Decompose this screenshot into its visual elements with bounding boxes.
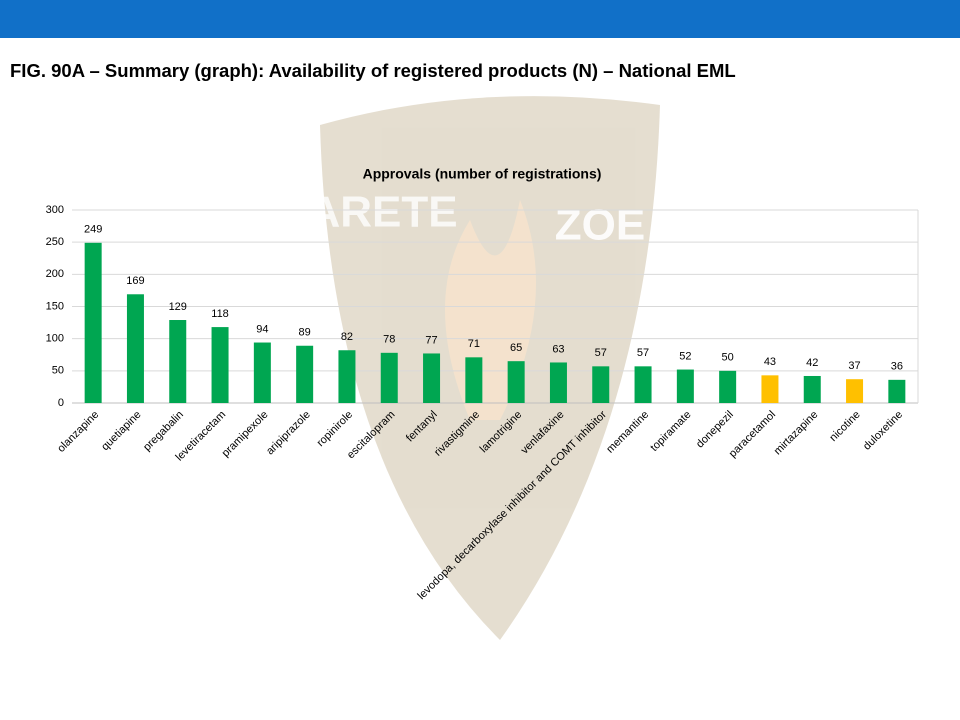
y-tick-label: 200 <box>46 268 64 280</box>
bar <box>338 350 356 403</box>
data-label: 118 <box>211 308 229 320</box>
y-tick-label: 300 <box>46 204 64 216</box>
bar <box>423 353 441 403</box>
data-label: 94 <box>256 323 268 335</box>
x-tick-label: olanzapine <box>55 409 101 455</box>
bar <box>676 369 694 403</box>
data-label: 169 <box>126 275 144 287</box>
data-label: 50 <box>722 352 734 364</box>
bar <box>253 342 271 403</box>
bar <box>761 375 779 403</box>
bar <box>507 361 525 403</box>
y-tick-label: 50 <box>52 365 64 377</box>
data-label: 37 <box>848 360 860 372</box>
data-label: 129 <box>169 301 187 313</box>
slide-title: FIG. 90A – Summary (graph): Availability… <box>10 60 736 81</box>
bar <box>549 362 567 403</box>
data-label: 63 <box>552 343 564 355</box>
data-label: 57 <box>595 347 607 359</box>
watermark-text: ZOE <box>555 201 645 250</box>
bar <box>211 327 229 403</box>
bar <box>592 366 610 403</box>
bar <box>84 242 102 403</box>
y-tick-label: 0 <box>58 397 64 409</box>
shield <box>320 96 660 641</box>
y-tick-label: 150 <box>46 300 64 312</box>
data-label: 249 <box>84 224 102 236</box>
x-tick-label: aripiprazole <box>264 409 313 458</box>
bar <box>380 352 398 403</box>
x-tick-label: quetiapine <box>99 409 143 453</box>
data-label: 42 <box>806 357 818 369</box>
x-tick-label: duloxetine <box>861 409 905 453</box>
data-label: 57 <box>637 347 649 359</box>
data-label: 82 <box>341 331 353 343</box>
x-tick-label: pregabalin <box>141 409 186 454</box>
bar <box>169 320 187 403</box>
bar <box>846 379 864 403</box>
x-tick-label: memantine <box>604 409 651 456</box>
data-label: 52 <box>679 350 691 362</box>
x-tick-label: topiramate <box>648 409 693 454</box>
x-tick-label: mirtazapine <box>772 409 821 458</box>
x-tick-label: nicotine <box>827 409 862 444</box>
data-label: 36 <box>891 361 903 373</box>
bar <box>803 375 821 403</box>
x-tick-label: ropinirole <box>315 409 355 449</box>
data-label: 43 <box>764 356 776 368</box>
y-tick-label: 100 <box>46 333 64 345</box>
bar <box>888 379 906 403</box>
watermark-text: ARETE <box>308 188 457 237</box>
y-tick-label: 250 <box>46 236 64 248</box>
bar <box>634 366 652 403</box>
data-label: 89 <box>299 327 311 339</box>
bar <box>719 370 737 403</box>
bar <box>296 345 314 403</box>
bar <box>465 357 483 403</box>
data-label: 71 <box>468 338 480 350</box>
data-label: 65 <box>510 342 522 354</box>
bar <box>126 294 144 403</box>
header-bar <box>0 0 960 38</box>
data-label: 78 <box>383 334 395 346</box>
x-tick-label: donepezil <box>694 409 736 451</box>
chart-title: Approvals (number of registrations) <box>363 166 602 182</box>
data-label: 77 <box>425 334 437 346</box>
